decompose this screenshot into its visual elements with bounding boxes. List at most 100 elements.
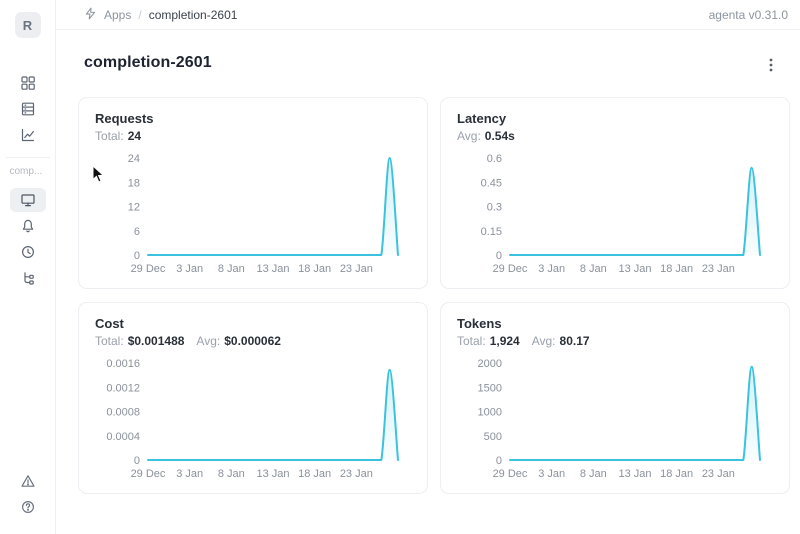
stat-value: 24 bbox=[127, 129, 142, 143]
svg-text:0: 0 bbox=[134, 250, 140, 262]
card-stats: Avg: 0.54s bbox=[457, 128, 773, 144]
sidebar-item-evaluations[interactable] bbox=[10, 97, 46, 121]
svg-text:13 Jan: 13 Jan bbox=[256, 468, 289, 480]
breadcrumb-apps-link[interactable]: Apps bbox=[104, 7, 132, 22]
svg-text:0.0004: 0.0004 bbox=[106, 431, 140, 443]
svg-text:13 Jan: 13 Jan bbox=[618, 468, 651, 480]
svg-text:0.0016: 0.0016 bbox=[106, 358, 140, 370]
app-version: agenta v0.31.0 bbox=[708, 7, 788, 22]
svg-text:0.3: 0.3 bbox=[487, 202, 502, 214]
svg-text:18 Jan: 18 Jan bbox=[660, 468, 693, 480]
svg-text:0: 0 bbox=[134, 455, 140, 467]
stat-label: Total: bbox=[95, 129, 124, 143]
svg-text:8 Jan: 8 Jan bbox=[580, 263, 607, 275]
svg-text:18 Jan: 18 Jan bbox=[298, 468, 331, 480]
svg-text:18 Jan: 18 Jan bbox=[660, 263, 693, 275]
sidebar-item-apps[interactable] bbox=[10, 71, 46, 95]
card-stats: Total: 1,924 Avg: 80.17 bbox=[457, 333, 773, 349]
line-chart-icon bbox=[20, 127, 36, 143]
stat-label: Avg: bbox=[457, 129, 481, 143]
card-title: Latency bbox=[457, 111, 507, 126]
svg-text:1000: 1000 bbox=[478, 407, 502, 419]
svg-text:0.0012: 0.0012 bbox=[106, 382, 140, 394]
ellipsis-vertical-icon bbox=[769, 58, 773, 72]
svg-text:3 Jan: 3 Jan bbox=[176, 468, 203, 480]
stat-label: Avg: bbox=[196, 334, 221, 348]
card-title: Cost bbox=[95, 316, 124, 331]
warning-triangle-icon bbox=[20, 473, 36, 489]
stat-value: $0.000062 bbox=[224, 334, 281, 348]
sidebar-item-overview[interactable] bbox=[9, 188, 46, 212]
svg-text:500: 500 bbox=[484, 431, 502, 443]
requests-card: Requests Total: 24 0 6 12 18 24 29 Dec 3 Jan 8 J… bbox=[78, 97, 428, 289]
svg-text:24: 24 bbox=[128, 153, 140, 165]
svg-text:8 Jan: 8 Jan bbox=[580, 468, 607, 480]
requests-chart: 0 6 12 18 24 29 Dec 3 Jan 8 Jan 13 Jan 18 Jan 23 J… bbox=[128, 153, 399, 275]
more-menu-button[interactable] bbox=[762, 56, 780, 74]
svg-text:0: 0 bbox=[496, 455, 502, 467]
sidebar-item-alerts[interactable] bbox=[10, 469, 46, 493]
sidebar-item-history[interactable] bbox=[10, 240, 46, 264]
sidebar-item-notifications[interactable] bbox=[10, 214, 46, 238]
svg-text:29 Dec: 29 Dec bbox=[131, 468, 166, 480]
app-name-label: comp... bbox=[9, 166, 43, 177]
breadcrumb: Apps / completion-2601 bbox=[84, 7, 237, 23]
svg-text:0: 0 bbox=[496, 250, 502, 262]
svg-text:23 Jan: 23 Jan bbox=[702, 468, 735, 480]
stat-value: $0.001488 bbox=[127, 334, 185, 348]
cost-chart: 0 0.0004 0.0008 0.0012 0.0016 29 Dec 3 Jan 8 Ja… bbox=[106, 358, 399, 480]
breadcrumb-current: completion-2601 bbox=[148, 7, 238, 22]
monitor-icon bbox=[20, 192, 36, 208]
svg-text:0.0008: 0.0008 bbox=[106, 407, 140, 419]
svg-text:29 Dec: 29 Dec bbox=[131, 263, 166, 275]
page-title: completion-2601 bbox=[84, 54, 212, 71]
stat-label: Total: bbox=[95, 334, 124, 348]
stat-label: Total: bbox=[457, 334, 486, 348]
latency-card: Latency Avg: 0.54s 0 0.15 0.3 0.45 0.6 29 Dec 3… bbox=[440, 97, 790, 289]
svg-text:8 Jan: 8 Jan bbox=[218, 468, 245, 480]
svg-text:0.6: 0.6 bbox=[487, 153, 502, 165]
svg-text:18: 18 bbox=[128, 177, 140, 189]
topbar: Apps / completion-2601 agenta v0.31.0 bbox=[56, 0, 800, 30]
card-stats: Total: $0.001488 Avg: $0.000062 bbox=[95, 333, 411, 349]
page-header: completion-2601 bbox=[56, 30, 800, 74]
svg-text:23 Jan: 23 Jan bbox=[340, 263, 373, 275]
svg-text:1500: 1500 bbox=[478, 382, 502, 394]
sidebar-item-traces[interactable] bbox=[10, 266, 46, 290]
svg-text:3 Jan: 3 Jan bbox=[538, 468, 565, 480]
breadcrumb-separator: / bbox=[138, 7, 142, 22]
workspace-avatar[interactable]: R bbox=[14, 12, 41, 38]
svg-text:0.15: 0.15 bbox=[481, 226, 502, 238]
tokens-chart: 0 500 1000 1500 2000 29 Dec 3 Jan 8 Jan 13 Jan 18… bbox=[478, 358, 761, 480]
svg-text:8 Jan: 8 Jan bbox=[218, 263, 245, 275]
sidebar: R bbox=[0, 0, 56, 534]
history-icon bbox=[20, 244, 36, 260]
table-rows-icon bbox=[20, 101, 36, 117]
latency-chart: 0 0.15 0.3 0.45 0.6 29 Dec 3 Jan 8 Jan 13 Jan 18 … bbox=[481, 153, 761, 275]
card-title: Requests bbox=[95, 111, 154, 126]
svg-text:23 Jan: 23 Jan bbox=[702, 263, 735, 275]
zap-icon bbox=[84, 7, 97, 23]
svg-text:13 Jan: 13 Jan bbox=[256, 263, 289, 275]
sidebar-item-help[interactable] bbox=[10, 495, 46, 519]
card-title: Tokens bbox=[457, 316, 502, 331]
card-stats: Total: 24 bbox=[95, 128, 411, 144]
svg-text:29 Dec: 29 Dec bbox=[493, 263, 528, 275]
svg-text:3 Jan: 3 Jan bbox=[538, 263, 565, 275]
cost-card: Cost Total: $0.001488 Avg: $0.000062 0 0.000… bbox=[78, 302, 428, 494]
svg-text:23 Jan: 23 Jan bbox=[340, 468, 373, 480]
sidebar-item-observability[interactable] bbox=[10, 123, 46, 147]
svg-text:0.45: 0.45 bbox=[481, 177, 502, 189]
svg-text:18 Jan: 18 Jan bbox=[298, 263, 331, 275]
svg-text:6: 6 bbox=[134, 226, 140, 238]
bell-icon bbox=[20, 218, 36, 234]
main-area: Apps / completion-2601 agenta v0.31.0 co… bbox=[56, 0, 800, 534]
stat-label: Avg: bbox=[531, 334, 556, 348]
sidebar-divider bbox=[5, 157, 50, 158]
metrics-grid: Requests Total: 24 0 6 12 18 24 29 Dec 3 Jan 8 J… bbox=[56, 74, 800, 494]
svg-text:12: 12 bbox=[128, 202, 140, 214]
svg-text:3 Jan: 3 Jan bbox=[176, 263, 203, 275]
grid-icon bbox=[20, 75, 36, 91]
svg-text:29 Dec: 29 Dec bbox=[493, 468, 528, 480]
